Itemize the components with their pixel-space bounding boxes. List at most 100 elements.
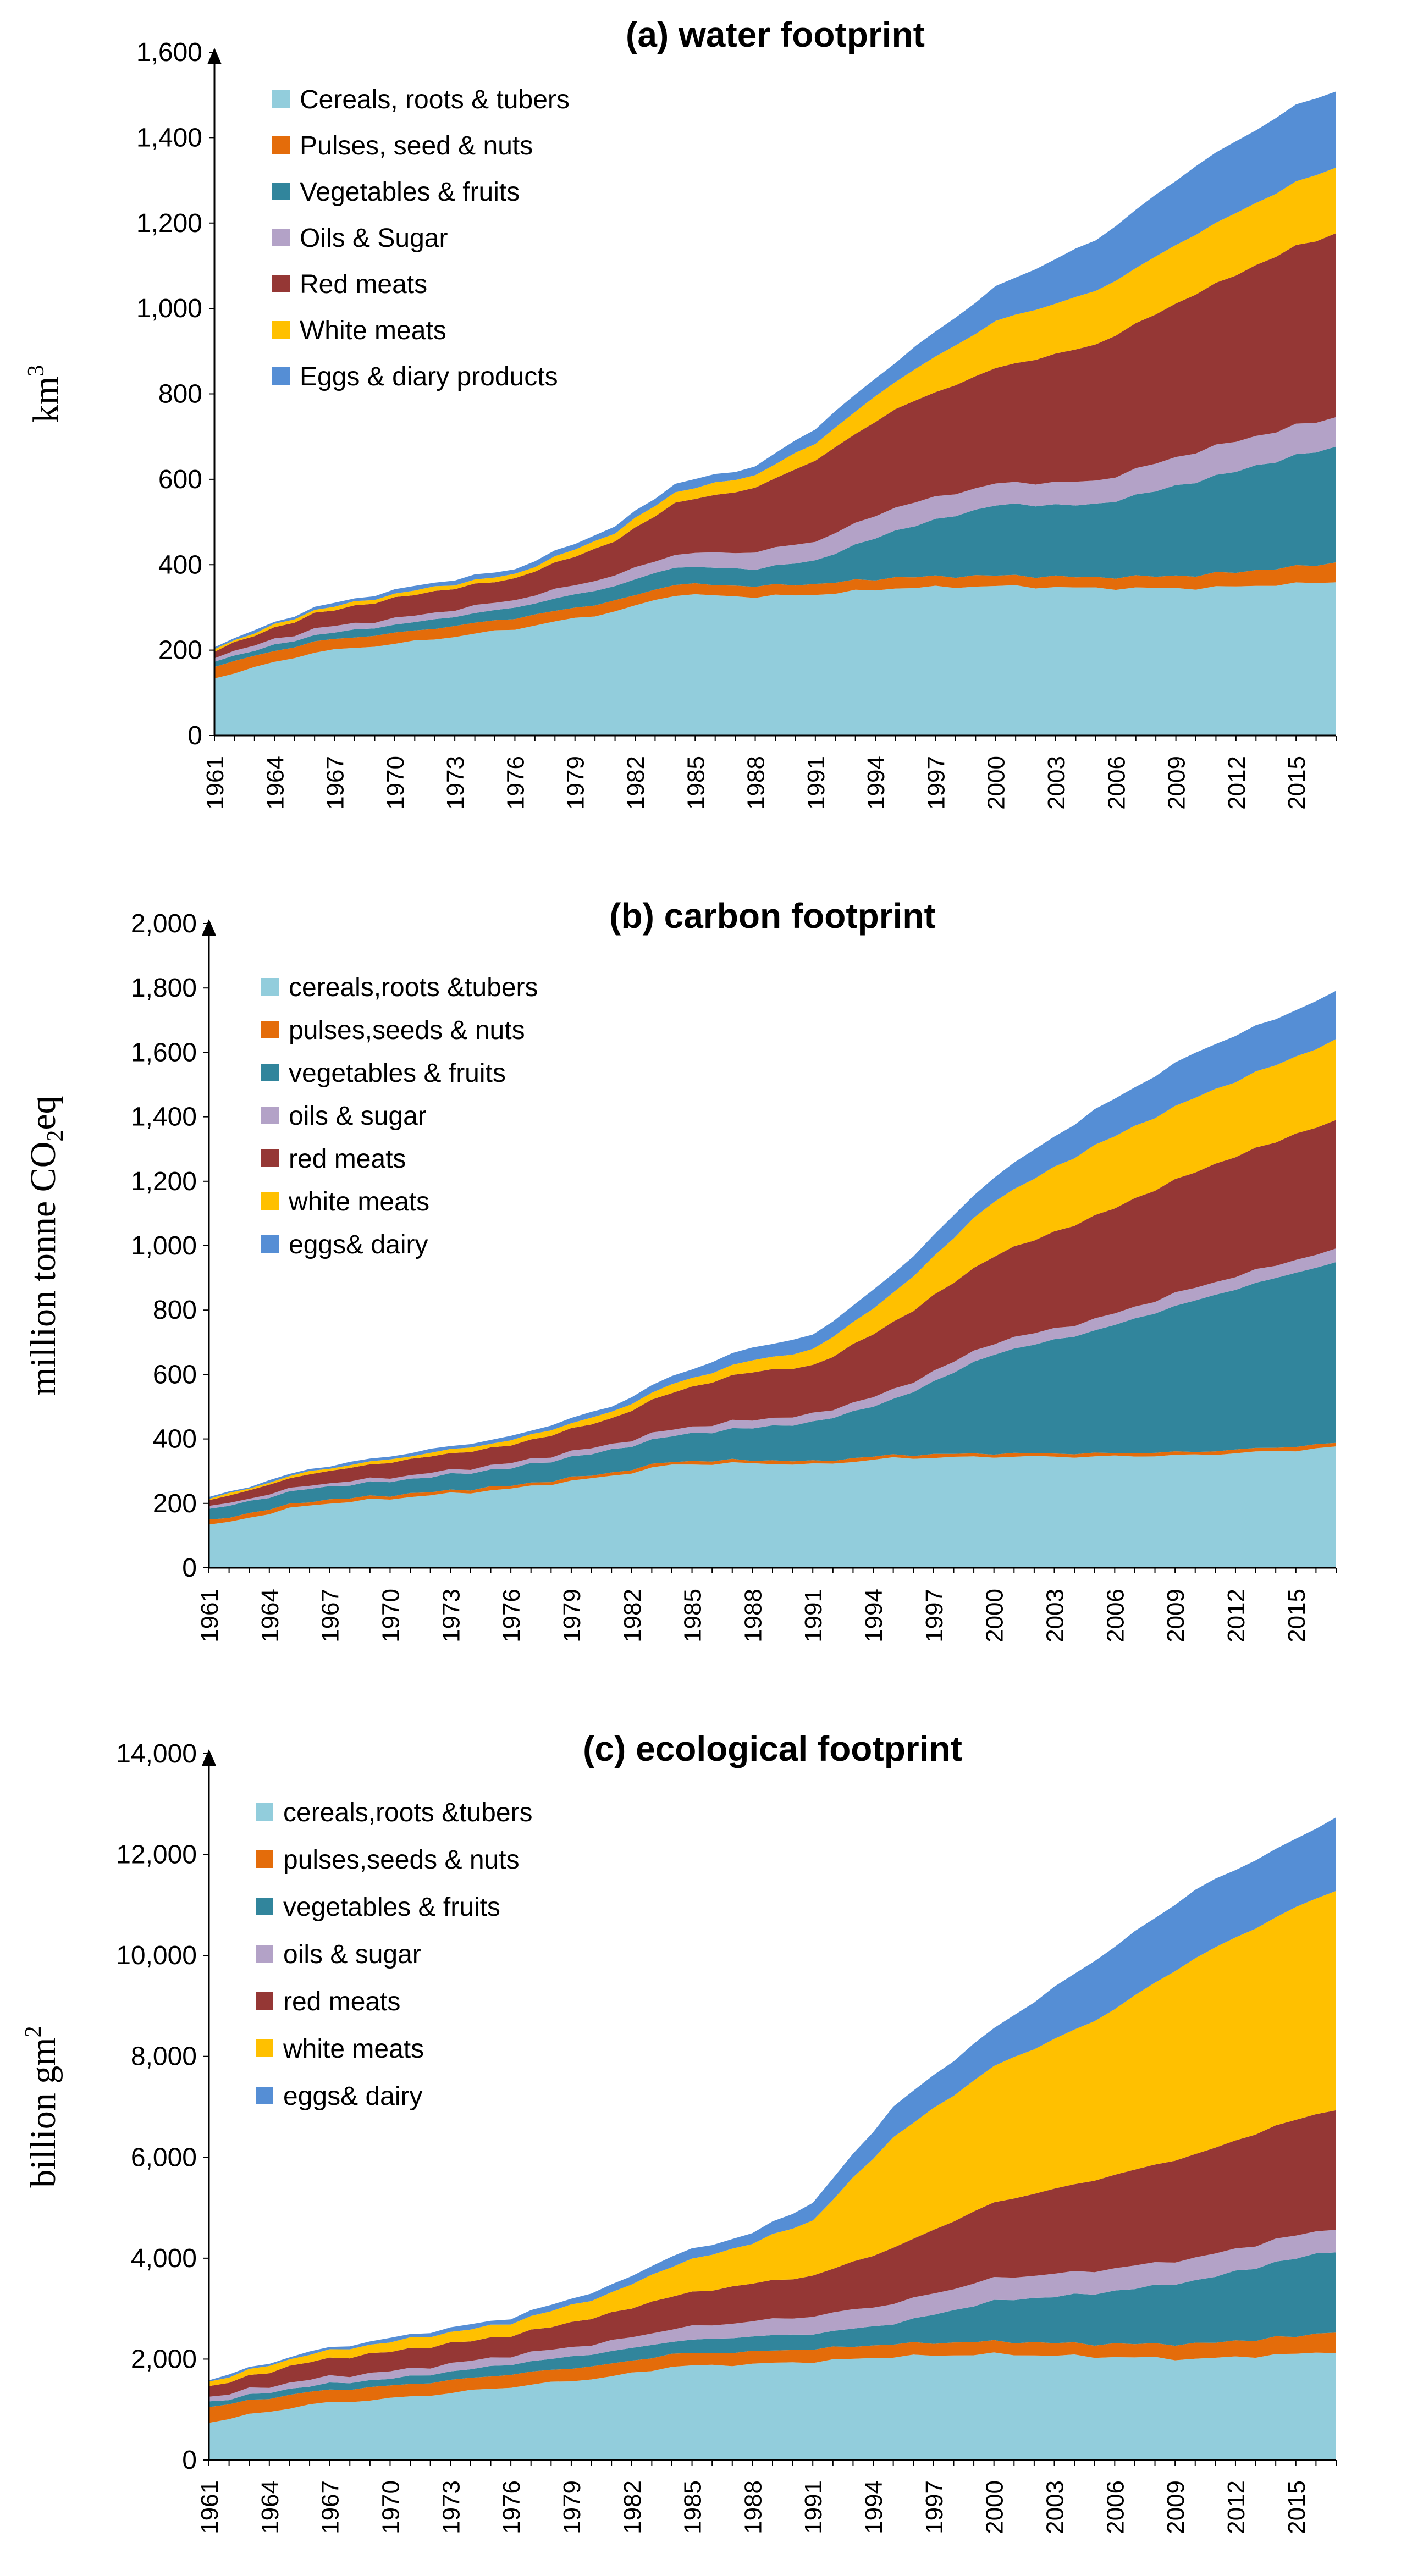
x-tick-label: 1973 [438, 1589, 465, 1643]
x-tick-label: 1979 [562, 756, 589, 810]
area-series-vegetables [214, 446, 1336, 667]
legend-swatch-pulses [256, 1850, 273, 1868]
legend-label-pulses: pulses,seeds & nuts [283, 1845, 520, 1875]
x-tick-label: 1961 [196, 1589, 223, 1643]
x-tick-label: 1976 [498, 2480, 525, 2534]
y-tick-label: 200 [158, 636, 202, 665]
y-tick-label: 1,800 [131, 974, 197, 1003]
x-tick-label: 1964 [257, 1589, 284, 1643]
x-tick-label: 2006 [1102, 1589, 1129, 1643]
area-series-pulses [209, 1442, 1336, 1525]
y-tick-label: 12,000 [116, 1840, 197, 1870]
y-tick-label: 600 [153, 1360, 197, 1389]
x-tick-label: 1997 [921, 1589, 948, 1643]
y-tick-label: 1,000 [136, 294, 202, 323]
x-tick-label: 1994 [861, 2480, 887, 2534]
x-tick-label: 1982 [619, 2480, 646, 2534]
legend-label-red_meats: Red meats [300, 270, 427, 299]
y-tick-label: 1,200 [136, 209, 202, 238]
y-tick-label: 4,000 [131, 2244, 197, 2273]
area-series-eggs [209, 991, 1336, 1499]
legend-label-red_meats: red meats [289, 1145, 406, 1174]
y-tick-label: 0 [187, 721, 202, 750]
area-series-red_meats [209, 1120, 1336, 1506]
y-axis-arrow-icon [202, 1749, 216, 1766]
legend-swatch-pulses [272, 136, 290, 154]
legend-label-red_meats: red meats [283, 1987, 400, 2016]
y-tick-label: 1,600 [131, 1038, 197, 1067]
legend-label-white_meats: white meats [288, 1187, 429, 1217]
legend-swatch-oils [272, 229, 290, 246]
legend-swatch-vegetables [272, 183, 290, 200]
x-tick-label: 1970 [377, 2480, 404, 2534]
y-tick-label: 2,000 [131, 909, 197, 938]
x-tick-label: 1982 [619, 1589, 646, 1643]
legend-swatch-red_meats [261, 1149, 279, 1167]
y-tick-label: 8,000 [131, 2042, 197, 2071]
x-tick-label: 1991 [800, 1589, 827, 1643]
legend-swatch-red_meats [256, 1992, 273, 2010]
area-series-red_meats [209, 2110, 1336, 2397]
y-tick-label: 400 [153, 1425, 197, 1454]
x-tick-label: 1970 [382, 756, 409, 810]
legend-label-cereals: cereals,roots &tubers [289, 973, 538, 1002]
x-tick-label: 1970 [377, 1589, 404, 1643]
y-axis-arrow-icon [207, 48, 222, 64]
x-tick-label: 1988 [740, 2480, 766, 2534]
y-tick-label: 800 [158, 380, 202, 409]
x-tick-label: 2009 [1163, 756, 1190, 810]
x-tick-label: 1985 [680, 2480, 707, 2534]
y-tick-label: 800 [153, 1296, 197, 1325]
x-tick-label: 1961 [202, 756, 229, 810]
x-tick-label: 2012 [1223, 2480, 1250, 2534]
x-tick-label: 1967 [317, 1589, 344, 1643]
legend-swatch-eggs [256, 2087, 273, 2104]
x-tick-label: 1961 [196, 2480, 223, 2534]
x-tick-label: 2003 [1042, 1589, 1069, 1643]
x-tick-label: 2015 [1283, 2480, 1310, 2534]
y-tick-label: 2,000 [131, 2345, 197, 2374]
x-tick-label: 1988 [743, 756, 770, 810]
legend-label-white_meats: white meats [283, 2035, 424, 2064]
y-tick-label: 0 [182, 1554, 197, 1583]
x-tick-label: 2000 [981, 2480, 1008, 2534]
legend-label-vegetables: Vegetables & fruits [300, 178, 520, 207]
y-tick-label: 400 [158, 550, 202, 579]
x-tick-label: 2006 [1102, 2480, 1129, 2534]
legend-swatch-white_meats [256, 2039, 273, 2057]
legend-label-cereals: Cereals, roots & tubers [300, 85, 570, 114]
area-series-pulses [214, 562, 1336, 679]
legend-swatch-cereals [261, 978, 279, 996]
legend-label-eggs: Eggs & diary products [300, 362, 558, 391]
area-series-vegetables [209, 2252, 1336, 2407]
legend-label-pulses: Pulses, seed & nuts [300, 131, 533, 161]
y-axis-label: km3 [24, 365, 66, 423]
legend-label-oils: Oils & Sugar [300, 224, 448, 253]
x-tick-label: 2009 [1162, 1589, 1189, 1643]
legend-label-pulses: pulses,seeds & nuts [289, 1016, 525, 1045]
x-tick-label: 1994 [861, 1589, 887, 1643]
chart-title: (a) water footprint [626, 15, 925, 54]
legend-swatch-red_meats [272, 275, 290, 292]
y-tick-label: 6,000 [131, 2143, 197, 2172]
legend-swatch-eggs [272, 367, 290, 385]
x-tick-label: 2015 [1283, 1589, 1310, 1643]
x-tick-label: 1985 [680, 1589, 707, 1643]
area-series-red_meats [214, 233, 1336, 659]
x-tick-label: 2012 [1223, 1589, 1250, 1643]
x-tick-label: 1979 [559, 2480, 586, 2534]
x-tick-label: 1967 [322, 756, 349, 810]
legend-swatch-oils [261, 1107, 279, 1124]
x-tick-label: 1997 [921, 2480, 948, 2534]
y-tick-label: 200 [153, 1489, 197, 1518]
chart-panel-c: 0 2,000 4,000 6,000 8,000 10,000 12,000 14,000 1… [21, 1729, 1337, 2534]
legend-label-vegetables: vegetables & fruits [289, 1059, 506, 1088]
y-tick-label: 1,400 [136, 123, 202, 152]
chart-panel-a: 0 200 400 600 800 1,000 1,200 1,400 1,600 1961 196… [24, 15, 1337, 810]
legend-swatch-white_meats [272, 321, 290, 339]
y-tick-label: 14,000 [116, 1739, 197, 1768]
x-tick-label: 2006 [1103, 756, 1130, 810]
legend-label-oils: oils & sugar [289, 1102, 427, 1131]
x-tick-label: 1991 [803, 756, 830, 810]
y-tick-label: 1,600 [136, 38, 202, 67]
